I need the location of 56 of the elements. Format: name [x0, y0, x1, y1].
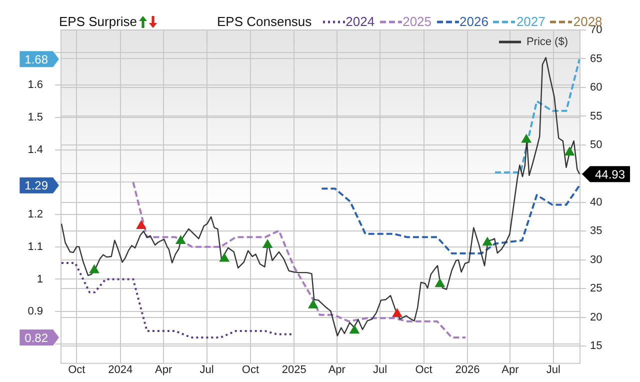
y2-tick-label: 65: [590, 52, 602, 65]
y-tick-label: 1: [36, 273, 43, 286]
point: [308, 300, 318, 308]
legend-title: EPS Consensus: [217, 14, 312, 29]
point: [435, 278, 445, 288]
y2-tick-label: 50: [590, 138, 602, 151]
x-tick-label: Oct: [242, 364, 260, 376]
x-tick-label: Oct: [68, 364, 86, 376]
legend-label: 2026: [460, 14, 488, 29]
y2-tick-label: 20: [590, 311, 602, 324]
x-tick-label: Jul: [546, 364, 560, 376]
line-series: [61, 262, 294, 339]
y-tick-label: 1.4: [28, 144, 43, 156]
legend-label: 2027: [516, 14, 546, 29]
x-tick-label: 2026: [455, 364, 480, 376]
x-tick-label: Oct: [415, 364, 432, 376]
y2-tick-label: 55: [590, 110, 602, 122]
point: [392, 308, 402, 317]
x-tick-label: 2024: [108, 364, 133, 376]
line-series: [320, 184, 580, 254]
point: [89, 264, 100, 274]
x-tick-label: Jul: [200, 364, 214, 376]
x-tick-label: 2025: [282, 364, 306, 376]
text: 1.29: [24, 178, 48, 193]
point: [482, 237, 492, 246]
x-tick-label: Apr: [328, 364, 346, 376]
line-series: [132, 181, 467, 339]
point: [220, 253, 230, 262]
x-tick-label: Apr: [502, 364, 520, 376]
x-tick-label: Apr: [155, 364, 172, 376]
point: [350, 325, 360, 334]
y2-tick-label: 30: [590, 254, 602, 266]
y-tick-label: 0.9: [28, 306, 43, 318]
text: 1.68: [24, 52, 48, 66]
point: [522, 134, 532, 143]
y2-tick-label: 60: [590, 82, 602, 94]
text: 0.82: [24, 330, 48, 345]
line-series: [494, 58, 580, 174]
y2-tick-label: 25: [590, 282, 602, 295]
y2-tick-label: 40: [590, 196, 602, 208]
data-label: 44.93: [595, 167, 626, 182]
y-tick-label: 1.2: [28, 208, 43, 221]
point: [262, 239, 272, 248]
y-tick-label: 1.6: [28, 79, 43, 92]
y2-tick-label: 35: [590, 225, 602, 238]
point: [176, 235, 186, 244]
x-tick-label: Jul: [373, 364, 388, 376]
y2-tick-label: 15: [590, 340, 602, 352]
point: [136, 220, 146, 230]
legend-label: Price ($): [526, 36, 568, 48]
point: [564, 146, 574, 156]
legend-label: 2024: [346, 14, 375, 29]
legend-label: 2025: [402, 14, 432, 29]
y-tick-label: 1.1: [28, 240, 43, 253]
y-tick-label: 1.5: [28, 111, 43, 124]
text: EPS Surprise: [59, 14, 138, 29]
